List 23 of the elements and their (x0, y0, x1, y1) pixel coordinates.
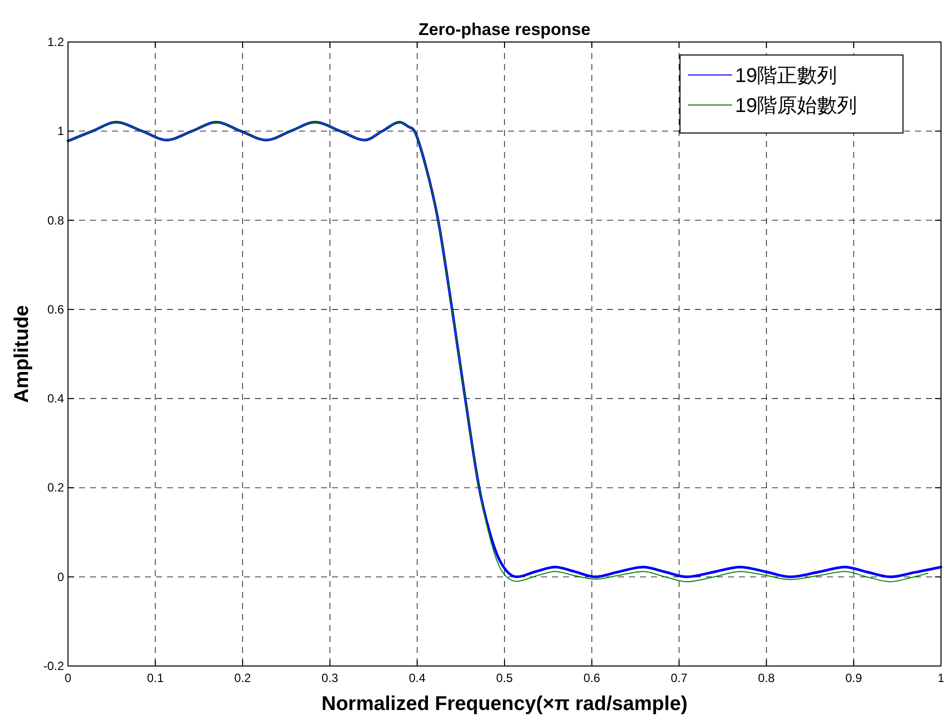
x-tick-label: 0.5 (496, 671, 514, 685)
x-tick-label: 0.7 (670, 671, 688, 685)
chart-title: Zero-phase response (418, 20, 590, 39)
y-tick-label: 1 (57, 124, 64, 138)
legend-label: 19階正數列 (735, 65, 838, 87)
y-tick-label: -0.2 (43, 659, 64, 673)
x-tick-label: 1 (938, 671, 945, 685)
y-axis-title: Amplitude (11, 305, 33, 403)
x-tick-label: 0.6 (583, 671, 600, 685)
y-tick-label: 0.2 (47, 480, 64, 495)
legend-label: 19階原始數列 (735, 95, 858, 117)
y-tick-label: 0.6 (47, 302, 64, 316)
y-tick-label: 1.2 (47, 35, 64, 49)
y-tick-label: 0.4 (47, 392, 64, 406)
x-tick-label: 0.3 (322, 671, 339, 685)
y-tick-label: 0 (57, 570, 64, 584)
x-tick-label: 0.8 (758, 671, 776, 685)
x-tick-label: 0.2 (234, 671, 252, 685)
x-tick-label: 0.4 (408, 671, 426, 685)
x-axis-title: Normalized Frequency(×π rad/sample) (322, 693, 688, 715)
y-tick-label: 0.8 (47, 213, 64, 228)
x-tick-label: 0.1 (146, 671, 164, 685)
x-tick-label: 0.9 (845, 671, 862, 685)
